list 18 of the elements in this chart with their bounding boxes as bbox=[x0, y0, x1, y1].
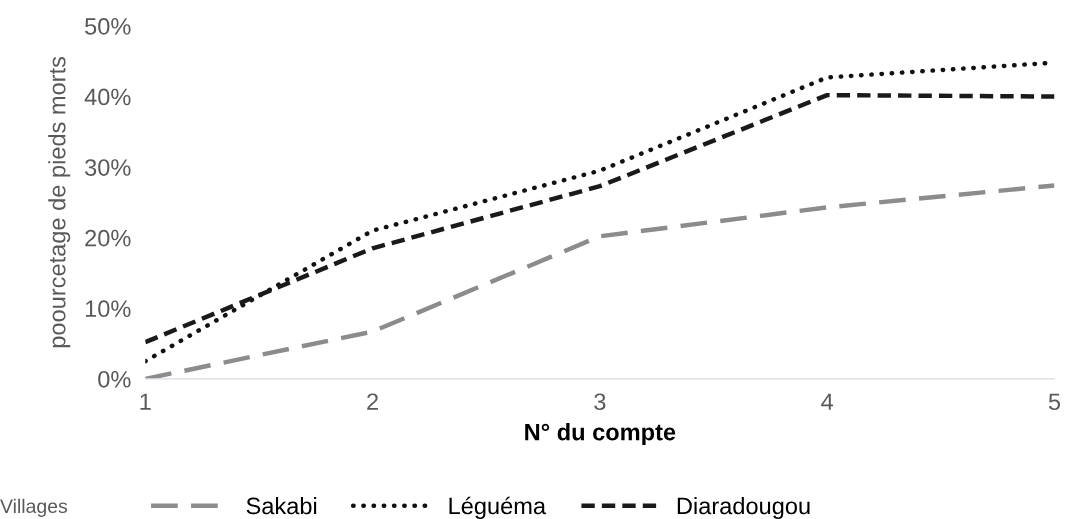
legend-title: Villages bbox=[0, 498, 68, 517]
y-tick-label: 10% bbox=[85, 300, 131, 318]
legend-label: Sakabi bbox=[246, 496, 317, 515]
line-series bbox=[145, 183, 1055, 379]
y-tick-label: 0% bbox=[98, 370, 131, 388]
legend-label: Léguéma bbox=[449, 496, 547, 519]
y-tick-label: 40% bbox=[84, 88, 131, 106]
x-tick-label: 2 bbox=[367, 393, 378, 410]
y-tick-label: 50% bbox=[85, 18, 131, 35]
x-tick-label: 4 bbox=[821, 393, 834, 410]
y-axis-title: poourcetage de pieds morts bbox=[48, 56, 71, 348]
x-tick-label: 3 bbox=[594, 393, 606, 411]
y-tick-label: 20% bbox=[85, 229, 131, 247]
legend-label: Diaradougou bbox=[677, 496, 810, 519]
x-tick-label: 5 bbox=[1048, 393, 1061, 411]
x-tick-label: 1 bbox=[140, 393, 151, 410]
x-axis-title: N° du compte bbox=[525, 423, 676, 446]
y-tick-label: 30% bbox=[85, 159, 131, 176]
